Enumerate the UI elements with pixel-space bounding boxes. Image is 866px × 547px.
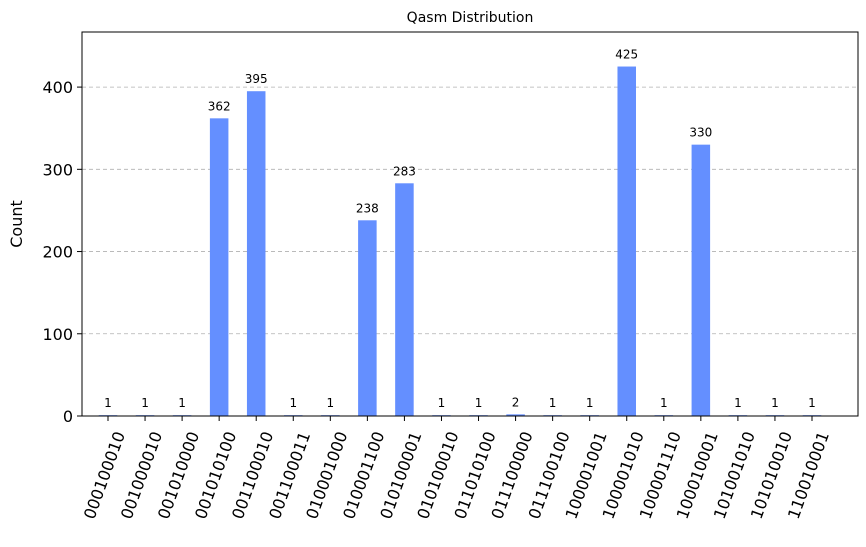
y-axis: 0 100 200 300 400 (42, 78, 82, 426)
plot-frame (81, 31, 859, 417)
data-label: 1 (475, 396, 483, 410)
data-label: 330 (689, 126, 712, 140)
y-tick-label: 0 (63, 407, 73, 426)
data-label: 425 (615, 48, 638, 62)
data-label: 1 (808, 396, 816, 410)
bar (395, 183, 414, 416)
data-label: 2 (512, 395, 520, 409)
data-label: 1 (141, 396, 149, 410)
y-tick-label: 300 (42, 160, 73, 179)
y-tick-label: 100 (42, 325, 73, 344)
y-axis-label: Count (7, 200, 26, 248)
data-label: 1 (326, 396, 334, 410)
data-labels: 1 1 1 362 395 1 1 238 283 1 1 2 1 1 425 1 330 1 1 1 (104, 48, 816, 411)
data-label: 1 (178, 396, 186, 410)
bar (209, 118, 229, 417)
data-label: 395 (245, 72, 268, 86)
data-label: 1 (586, 396, 594, 410)
chart-title: Qasm Distribution (407, 10, 534, 26)
x-axis: 0001000100010000100010100000010101000011… (80, 416, 833, 522)
grid-lines (82, 86, 858, 335)
bar (691, 144, 711, 416)
bar (246, 91, 266, 416)
data-label: 1 (734, 396, 742, 410)
data-label: 1 (438, 396, 446, 410)
bar (358, 220, 377, 416)
data-label: 238 (356, 201, 379, 215)
y-tick-label: 200 (42, 243, 73, 262)
data-label: 1 (771, 396, 779, 410)
data-label: 1 (549, 396, 557, 410)
y-tick-label: 400 (42, 78, 73, 97)
data-label: 1 (289, 396, 297, 410)
bar (617, 66, 636, 416)
data-label: 362 (208, 99, 231, 113)
data-label: 283 (393, 164, 416, 178)
bar (506, 414, 525, 416)
data-label: 1 (660, 396, 668, 410)
data-label: 1 (104, 396, 112, 410)
bars (98, 66, 822, 417)
